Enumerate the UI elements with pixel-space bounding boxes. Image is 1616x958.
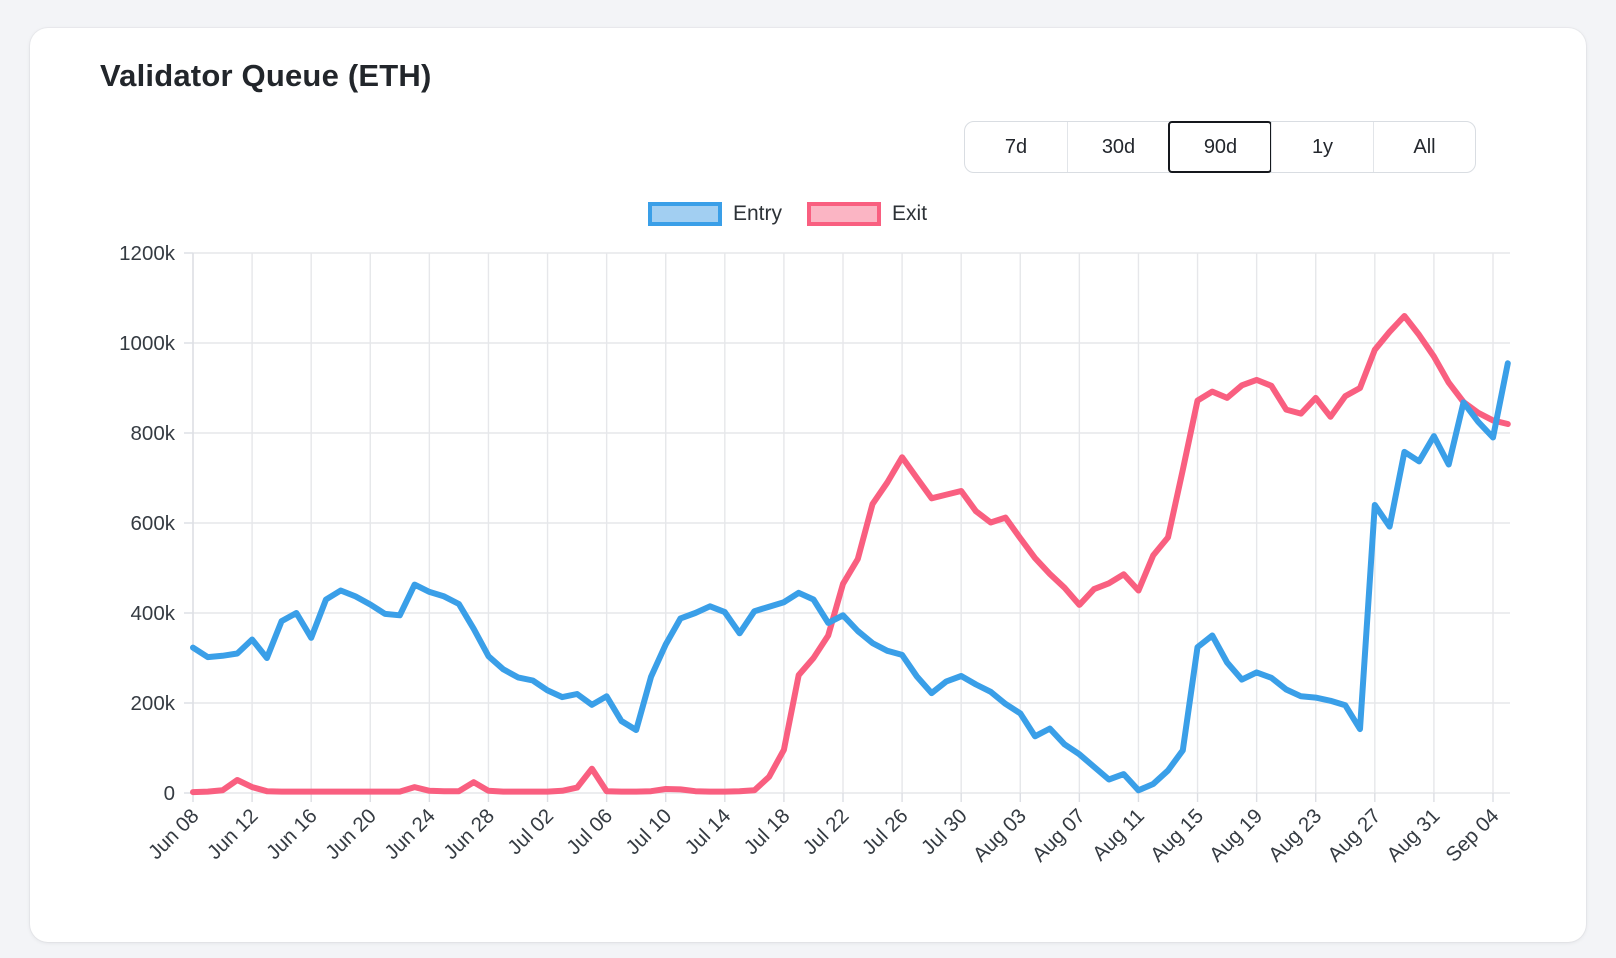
exit-legend-swatch xyxy=(807,202,882,226)
entry-legend-label: Entry xyxy=(733,202,783,225)
range-button-7d[interactable]: 7d xyxy=(965,122,1067,172)
range-button-all[interactable]: All xyxy=(1373,122,1475,172)
range-button-1y[interactable]: 1y xyxy=(1271,122,1373,172)
time-range-selector: 7d 30d 90d 1y All xyxy=(964,121,1476,173)
exit-legend-label: Exit xyxy=(892,202,928,225)
chart-legend: Entry Exit xyxy=(648,202,952,226)
entry-legend-swatch xyxy=(648,202,722,226)
range-button-90d[interactable]: 90d xyxy=(1168,121,1272,173)
page-title: Validator Queue (ETH) xyxy=(100,58,432,93)
range-button-30d[interactable]: 30d xyxy=(1067,122,1169,172)
validator-queue-card: Validator Queue (ETH) 7d 30d 90d 1y All … xyxy=(30,28,1586,942)
